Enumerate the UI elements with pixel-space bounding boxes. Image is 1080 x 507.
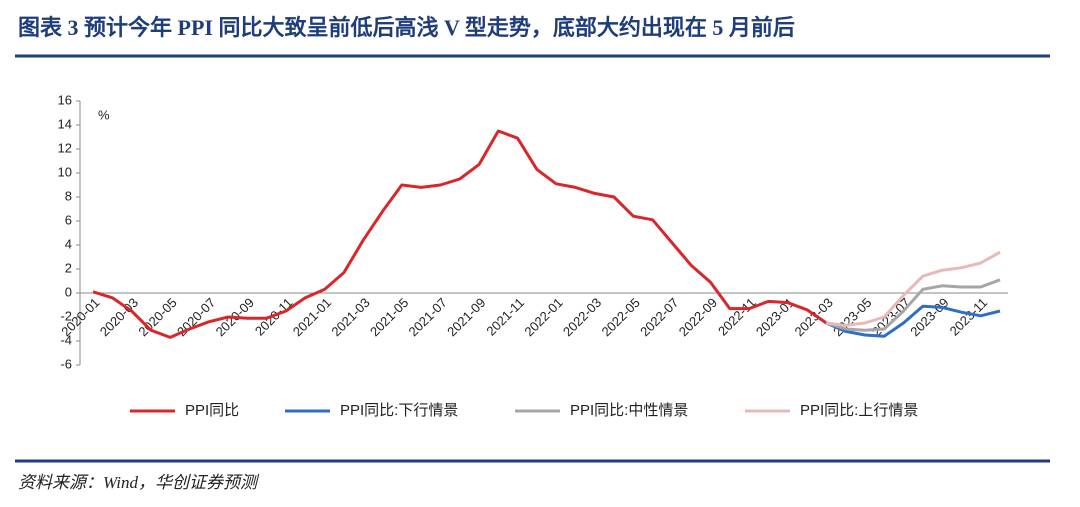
y-tick-label: 16: [58, 92, 72, 107]
y-unit: %: [98, 107, 110, 122]
legend-label: PPI同比:下行情景: [340, 402, 458, 419]
x-tick-label: 2021-03: [328, 295, 372, 339]
x-tick-label: 2023-09: [907, 295, 951, 339]
y-tick-label: 0: [65, 284, 72, 299]
y-tick-label: 2: [65, 260, 72, 275]
x-tick-label: 2022-05: [599, 295, 643, 339]
series-line: [825, 304, 1001, 338]
x-tick-label: 2021-09: [444, 295, 488, 339]
x-tick-label: 2021-05: [367, 295, 411, 339]
x-tick-label: 2023-11: [947, 295, 991, 339]
y-tick-label: -4: [60, 332, 72, 347]
y-tick-label: 6: [65, 212, 72, 227]
legend-label: PPI同比:上行情景: [800, 402, 918, 419]
series-line: [826, 250, 1001, 327]
y-tick-label: 8: [65, 188, 72, 203]
legend-label: PPI同比: [185, 402, 239, 419]
y-tick-label: 10: [58, 164, 72, 179]
legend-label: PPI同比:中性情景: [570, 402, 688, 419]
x-tick-label: 2023-03: [792, 295, 836, 339]
x-tick-label: 2021-07: [406, 295, 450, 339]
y-tick-label: 14: [58, 116, 72, 131]
y-tick-label: -2: [60, 308, 72, 323]
figure-title: 图表 3 预计今年 PPI 同比大致呈前低后高浅 V 型走势，底部大约出现在 5…: [18, 15, 795, 40]
x-tick-label: 2022-09: [676, 295, 720, 339]
x-tick-label: 2022-11: [715, 295, 759, 339]
x-tick-label: 2022-03: [560, 295, 604, 339]
y-tick-label: -6: [60, 356, 72, 371]
x-tick-label: 2021-11: [483, 295, 527, 339]
x-tick-label: 2022-07: [637, 295, 681, 339]
series-line: [92, 129, 828, 339]
y-tick-label: 12: [58, 140, 72, 155]
x-tick-label: 2021-01: [290, 295, 334, 339]
source-note: 资料来源：Wind，华创证券预测: [18, 473, 260, 492]
x-tick-label: 2022-01: [521, 295, 565, 339]
y-tick-label: 4: [65, 236, 72, 251]
series-line: [825, 278, 1001, 332]
